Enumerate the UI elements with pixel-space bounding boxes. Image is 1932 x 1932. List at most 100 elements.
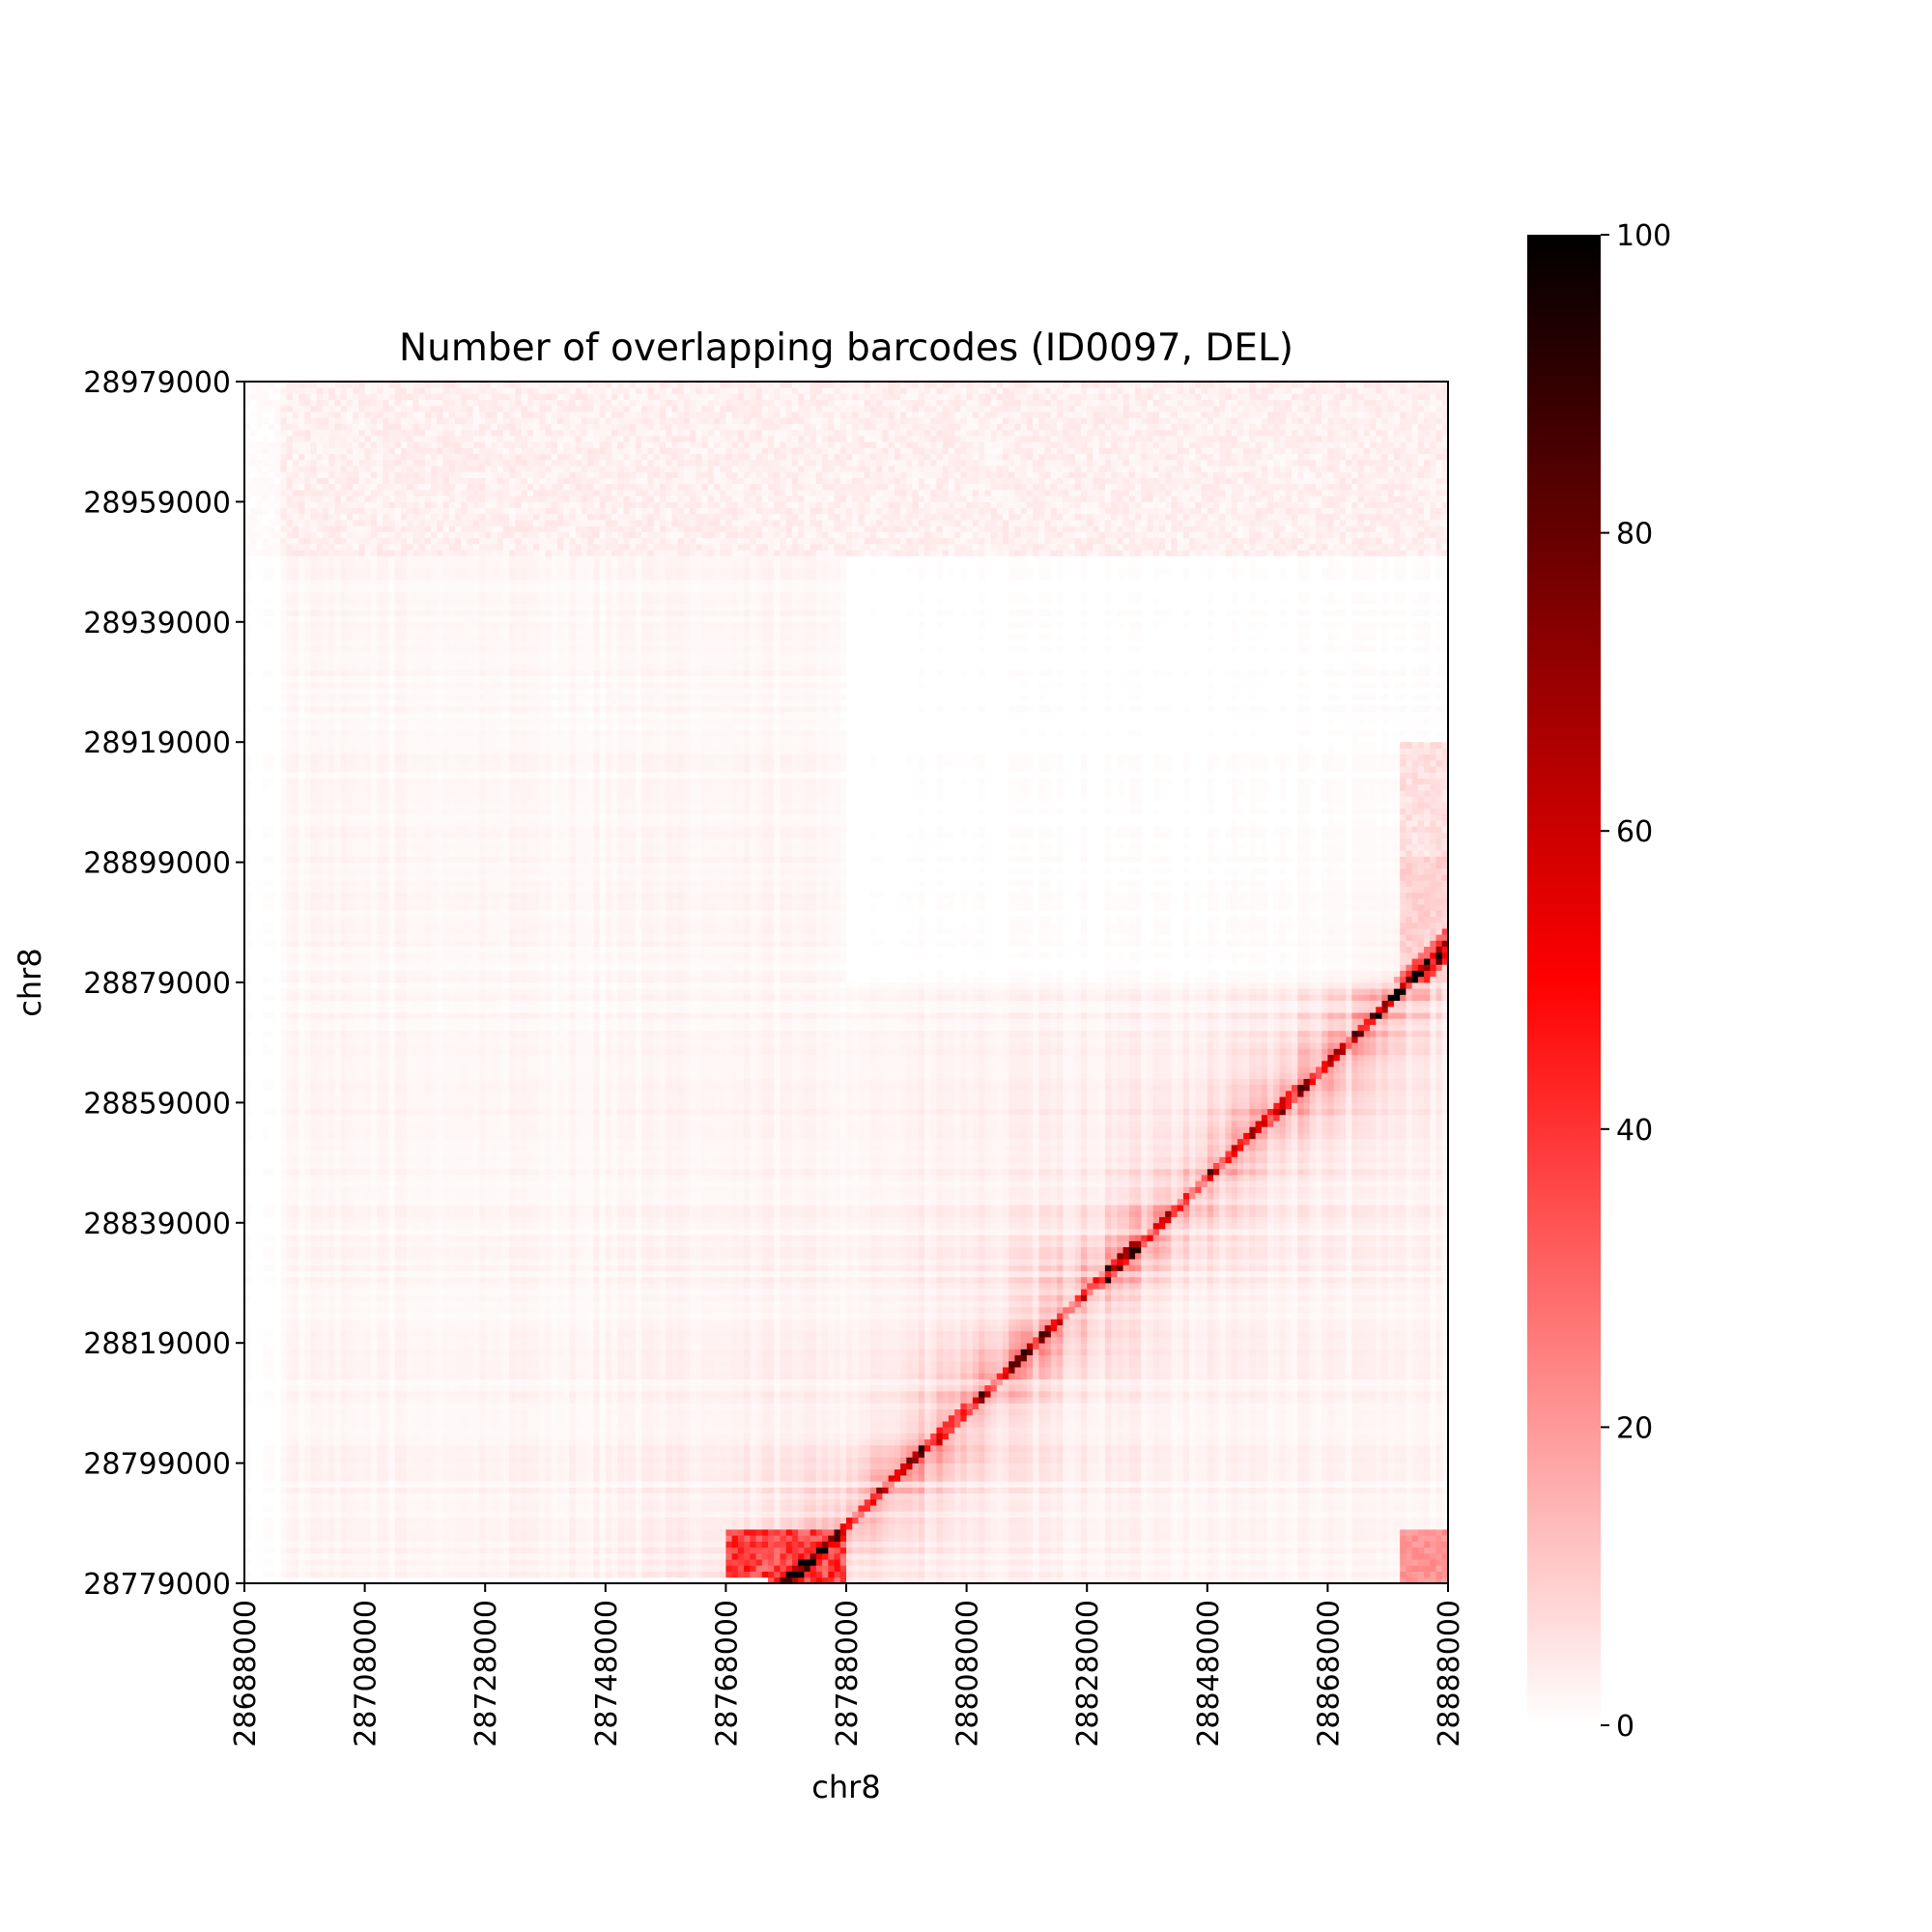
heatmap-cell: [1020, 1541, 1028, 1548]
heatmap-cell: [1333, 1427, 1341, 1434]
heatmap-cell: [424, 1522, 432, 1530]
heatmap-cell: [431, 1505, 438, 1512]
heatmap-cell: [377, 1481, 384, 1488]
heatmap-cell: [761, 1505, 769, 1512]
heatmap-cell: [244, 1468, 251, 1476]
heatmap-cell: [785, 1535, 793, 1542]
heatmap-cell: [641, 1547, 648, 1554]
heatmap-cell: [996, 1505, 1004, 1512]
heatmap-cell: [1002, 1498, 1009, 1506]
heatmap-cell: [346, 1487, 354, 1494]
heatmap-cell: [900, 1522, 907, 1530]
heatmap-cell: [1315, 1438, 1322, 1446]
heatmap-cell: [515, 1475, 522, 1482]
heatmap-cell: [1225, 1481, 1233, 1488]
heatmap-cell: [1400, 1505, 1406, 1512]
heatmap-cell: [340, 1468, 348, 1476]
heatmap-cell: [1044, 1517, 1052, 1524]
heatmap-cell: [960, 1541, 967, 1548]
heatmap-cell: [774, 1481, 781, 1488]
heatmap-cell: [1363, 1529, 1371, 1536]
heatmap-cell: [1417, 1481, 1425, 1488]
heatmap-cell: [1387, 1498, 1395, 1506]
heatmap-cell: [497, 1451, 504, 1458]
heatmap-cell: [310, 1547, 318, 1554]
heatmap-cell: [1111, 1492, 1118, 1500]
heatmap-cell: [846, 1438, 853, 1446]
heatmap-cell: [539, 1547, 546, 1554]
heatmap-cell: [1381, 1577, 1389, 1583]
heatmap-cell: [852, 1463, 859, 1470]
heatmap-cell: [1122, 1463, 1130, 1470]
heatmap-cell: [1044, 1451, 1052, 1458]
heatmap-cell: [737, 1552, 745, 1560]
heatmap-cell: [467, 1487, 474, 1494]
heatmap-cell: [1327, 1541, 1335, 1548]
heatmap-cell: [834, 1547, 841, 1554]
heatmap-cell: [497, 1427, 504, 1434]
heatmap-cell: [653, 1565, 661, 1572]
heatmap-cell: [1411, 1505, 1419, 1512]
heatmap-cell: [972, 1451, 980, 1458]
heatmap-cell: [822, 1444, 829, 1452]
heatmap-cell: [1098, 1517, 1106, 1524]
heatmap-cell: [533, 1451, 540, 1458]
heatmap-cell: [780, 1535, 787, 1542]
heatmap-cell: [1363, 1427, 1371, 1434]
heatmap-cell: [364, 1463, 372, 1470]
heatmap-cell: [1435, 1492, 1443, 1500]
heatmap-cell: [1128, 1444, 1136, 1452]
heatmap-cell: [1267, 1547, 1274, 1554]
heatmap-cell: [761, 1541, 769, 1548]
heatmap-cell: [979, 1541, 985, 1548]
heatmap-cell: [526, 1451, 534, 1458]
heatmap-cell: [545, 1444, 553, 1452]
heatmap-cell: [846, 1468, 853, 1476]
heatmap-cell: [647, 1571, 655, 1578]
heatmap-cell: [1303, 1559, 1311, 1566]
heatmap-cell: [1122, 1547, 1130, 1554]
heatmap-cell: [755, 1457, 763, 1463]
heatmap-cell: [383, 1427, 389, 1434]
heatmap-cell: [1267, 1475, 1274, 1482]
heatmap-cell: [641, 1511, 648, 1518]
heatmap-cell: [478, 1468, 486, 1476]
heatmap-cell: [1267, 1451, 1274, 1458]
heatmap-cell: [1441, 1492, 1448, 1500]
heatmap-cell: [666, 1444, 672, 1452]
heatmap-cell: [1327, 1438, 1335, 1446]
heatmap-cell: [1128, 1541, 1136, 1548]
heatmap-cell: [502, 1529, 510, 1536]
heatmap-cell: [930, 1505, 937, 1512]
heatmap-cell: [641, 1565, 648, 1572]
heatmap-cell: [1009, 1475, 1015, 1482]
heatmap-cell: [1171, 1427, 1179, 1434]
heatmap-cell: [690, 1481, 696, 1488]
heatmap-cell: [575, 1517, 582, 1524]
heatmap-cell: [431, 1529, 438, 1536]
heatmap-cell: [647, 1529, 655, 1536]
heatmap-cell: [894, 1517, 901, 1524]
heatmap-cell: [690, 1571, 696, 1578]
heatmap-cell: [1376, 1451, 1382, 1458]
heatmap-cell: [1165, 1433, 1172, 1440]
heatmap-cell: [298, 1451, 305, 1458]
heatmap-cell: [923, 1457, 931, 1463]
heatmap-cell: [671, 1522, 678, 1530]
heatmap-cell: [1417, 1475, 1425, 1482]
heatmap-cell: [979, 1498, 985, 1506]
heatmap-cell: [900, 1475, 907, 1482]
heatmap-cell: [280, 1517, 288, 1524]
heatmap-cell: [1297, 1438, 1304, 1446]
heatmap-cell: [461, 1498, 468, 1506]
heatmap-cell: [1400, 1517, 1406, 1524]
heatmap-cell: [1267, 1468, 1274, 1476]
heatmap-cell: [641, 1457, 648, 1463]
heatmap-cell: [900, 1481, 907, 1488]
heatmap-cell: [1285, 1517, 1293, 1524]
heatmap-cell: [1171, 1468, 1179, 1476]
heatmap-cell: [545, 1481, 553, 1488]
heatmap-cell: [1370, 1475, 1377, 1482]
heatmap-cell: [593, 1511, 600, 1518]
heatmap-cell: [551, 1511, 558, 1518]
